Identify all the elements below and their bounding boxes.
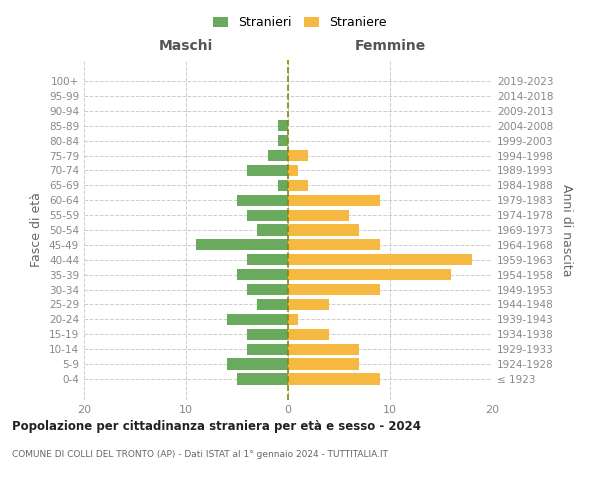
Bar	[237, 269, 288, 280]
Bar	[237, 374, 288, 384]
Bar	[278, 180, 288, 191]
Bar	[247, 165, 288, 176]
Legend: Stranieri, Straniere: Stranieri, Straniere	[208, 11, 392, 34]
Bar	[288, 254, 472, 266]
Bar	[268, 150, 288, 161]
Bar	[288, 165, 298, 176]
Bar	[288, 240, 380, 250]
Bar	[247, 254, 288, 266]
Bar	[257, 299, 288, 310]
Y-axis label: Anni di nascita: Anni di nascita	[560, 184, 573, 276]
Bar	[227, 358, 288, 370]
Bar	[278, 120, 288, 132]
Bar	[288, 299, 329, 310]
Bar	[288, 314, 298, 325]
Bar	[196, 240, 288, 250]
Text: Femmine: Femmine	[355, 39, 425, 53]
Bar	[288, 358, 359, 370]
Bar	[227, 314, 288, 325]
Y-axis label: Fasce di età: Fasce di età	[31, 192, 43, 268]
Bar	[237, 194, 288, 206]
Text: Maschi: Maschi	[159, 39, 213, 53]
Bar	[288, 284, 380, 295]
Bar	[247, 344, 288, 355]
Bar	[257, 224, 288, 235]
Text: COMUNE DI COLLI DEL TRONTO (AP) - Dati ISTAT al 1° gennaio 2024 - TUTTITALIA.IT: COMUNE DI COLLI DEL TRONTO (AP) - Dati I…	[12, 450, 388, 459]
Bar	[278, 135, 288, 146]
Bar	[288, 210, 349, 220]
Bar	[288, 344, 359, 355]
Bar	[288, 194, 380, 206]
Bar	[288, 374, 380, 384]
Bar	[247, 210, 288, 220]
Bar	[288, 328, 329, 340]
Bar	[247, 284, 288, 295]
Bar	[247, 328, 288, 340]
Bar	[288, 224, 359, 235]
Bar	[288, 180, 308, 191]
Bar	[288, 150, 308, 161]
Bar	[288, 269, 451, 280]
Text: Popolazione per cittadinanza straniera per età e sesso - 2024: Popolazione per cittadinanza straniera p…	[12, 420, 421, 433]
